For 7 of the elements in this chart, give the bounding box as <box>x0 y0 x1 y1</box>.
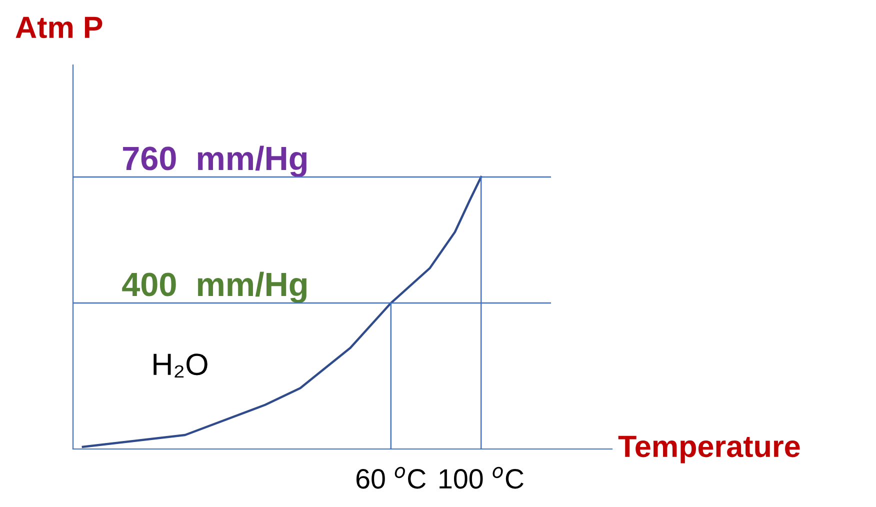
x-tick-label: 60 $^{o}$C <box>356 466 426 489</box>
x-axis-title: Temperature <box>618 436 800 464</box>
y-tick-label: 400 mm/Hg <box>122 272 306 304</box>
y-tick-label: 760 mm/Hg <box>123 146 306 178</box>
annotation: H₂O <box>154 354 208 378</box>
x-tick-label: 100 $^{o}$C <box>440 466 524 489</box>
y-axis-title: Atm P <box>16 16 102 38</box>
